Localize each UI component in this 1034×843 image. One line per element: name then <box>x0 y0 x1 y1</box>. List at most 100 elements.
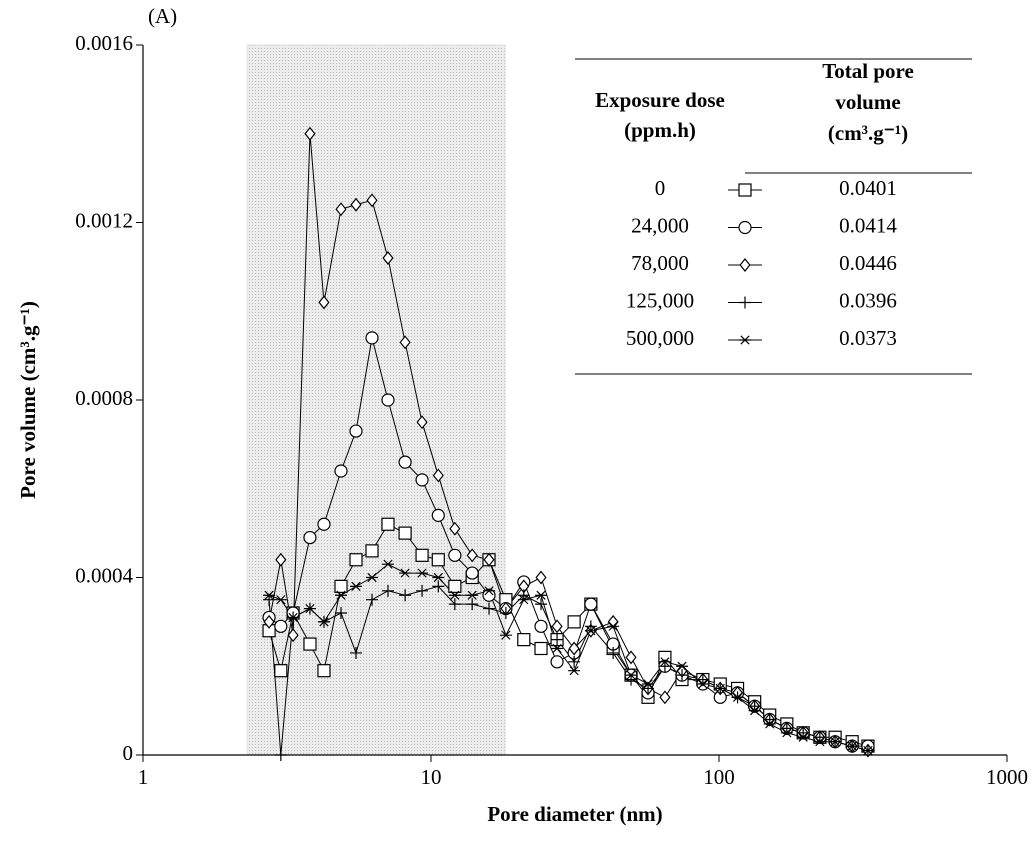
legend-volume: 0.0373 <box>839 326 897 350</box>
legend: Exposure dose (ppm.h) Total pore volume (cm³… <box>575 58 972 375</box>
marker-diamond <box>466 548 478 563</box>
marker-plus <box>448 598 461 611</box>
marker-plus <box>416 584 429 597</box>
marker-plus <box>366 593 379 606</box>
marker-plus <box>551 633 564 646</box>
marker-star <box>263 590 276 600</box>
marker-star <box>696 679 709 689</box>
x-tick-label: 1 <box>138 765 149 789</box>
marker-star <box>551 643 564 654</box>
marker-diamond <box>335 202 347 217</box>
marker-circle <box>482 588 496 602</box>
marker-star <box>642 679 655 689</box>
marker-star <box>813 737 826 747</box>
marker-square <box>398 526 412 540</box>
legend-volume: 0.0446 <box>839 251 897 275</box>
marker-plus <box>335 607 348 619</box>
marker-diamond <box>535 570 547 585</box>
marker-circle <box>738 220 752 235</box>
marker-square <box>517 633 531 647</box>
marker-star <box>274 595 287 605</box>
y-axis-label: Pore volume (cm³.g⁻¹) <box>16 301 40 499</box>
marker-circle <box>381 393 395 407</box>
marker-star <box>499 630 512 640</box>
x-tick-label: 10 <box>421 765 442 789</box>
marker-square <box>415 548 429 562</box>
marker-star <box>625 670 638 680</box>
marker-star <box>535 590 548 600</box>
marker-star <box>861 745 874 756</box>
marker-plus <box>499 607 512 619</box>
marker-star <box>846 741 859 751</box>
marker-plus <box>274 749 287 761</box>
legend-header: Total pore <box>822 59 914 83</box>
x-tick-label: 100 <box>703 765 735 789</box>
marker-circle <box>349 424 363 438</box>
marker-diamond <box>568 641 580 656</box>
marker-square <box>738 183 752 197</box>
marker-circle <box>465 566 479 580</box>
legend-volume: 0.0401 <box>839 176 897 200</box>
x-axis-label: Pore diameter (nm) <box>487 802 662 826</box>
marker-diamond <box>449 521 461 536</box>
marker-diamond <box>263 614 275 629</box>
marker-square <box>349 553 363 567</box>
marker-square <box>534 641 548 656</box>
y-tick-label: 0.0004 <box>75 563 133 587</box>
marker-diamond <box>304 126 316 141</box>
marker-star <box>416 568 429 578</box>
marker-square <box>274 664 288 678</box>
marker-star <box>517 595 530 605</box>
marker-star <box>658 657 671 667</box>
marker-plus <box>399 589 412 602</box>
legend-dose: 78,000 <box>631 251 689 275</box>
marker-diamond <box>659 690 671 705</box>
marker-square <box>448 579 462 593</box>
marker-diamond <box>382 251 394 265</box>
marker-circle <box>303 530 317 545</box>
y-tick-label: 0.0012 <box>75 208 133 232</box>
marker-circle <box>584 597 598 611</box>
marker-square <box>317 664 331 678</box>
marker-star <box>303 603 316 614</box>
panel-label: (A) <box>148 4 177 28</box>
marker-star <box>739 335 751 345</box>
marker-circle <box>415 473 429 487</box>
legend-volume: 0.0414 <box>839 213 897 237</box>
marker-diamond <box>551 619 563 634</box>
legend-header: (ppm.h) <box>624 118 696 142</box>
marker-star <box>349 581 362 591</box>
marker-diamond <box>607 614 619 629</box>
marker-star <box>466 590 479 600</box>
marker-star <box>797 732 810 742</box>
marker-circle <box>550 655 564 669</box>
marker-plus <box>349 646 362 659</box>
legend-dose: 0 <box>655 176 666 200</box>
legend-dose: 24,000 <box>631 213 689 237</box>
legend-volume: 0.0396 <box>839 288 897 312</box>
marker-square <box>365 544 379 558</box>
marker-star <box>763 719 776 729</box>
y-tick-label: 0.0016 <box>75 31 133 55</box>
marker-plus <box>568 655 581 668</box>
marker-circle <box>365 331 379 345</box>
marker-plus <box>676 669 689 682</box>
y-tick-label: 0.0008 <box>75 386 133 410</box>
marker-star <box>748 706 761 716</box>
marker-diamond <box>739 258 751 272</box>
marker-circle <box>534 619 548 633</box>
marker-star <box>317 617 330 627</box>
marker-star <box>714 683 727 694</box>
marker-square <box>431 553 445 567</box>
marker-circle <box>317 517 331 531</box>
marker-plus <box>466 598 479 611</box>
marker-circle <box>274 619 288 633</box>
x-tick-label: 1000 <box>986 765 1028 789</box>
marker-star <box>676 661 689 671</box>
marker-diamond <box>318 295 330 310</box>
marker-square <box>381 517 395 531</box>
marker-star <box>287 612 300 623</box>
marker-circle <box>448 548 462 562</box>
legend-dose: 500,000 <box>626 326 694 350</box>
